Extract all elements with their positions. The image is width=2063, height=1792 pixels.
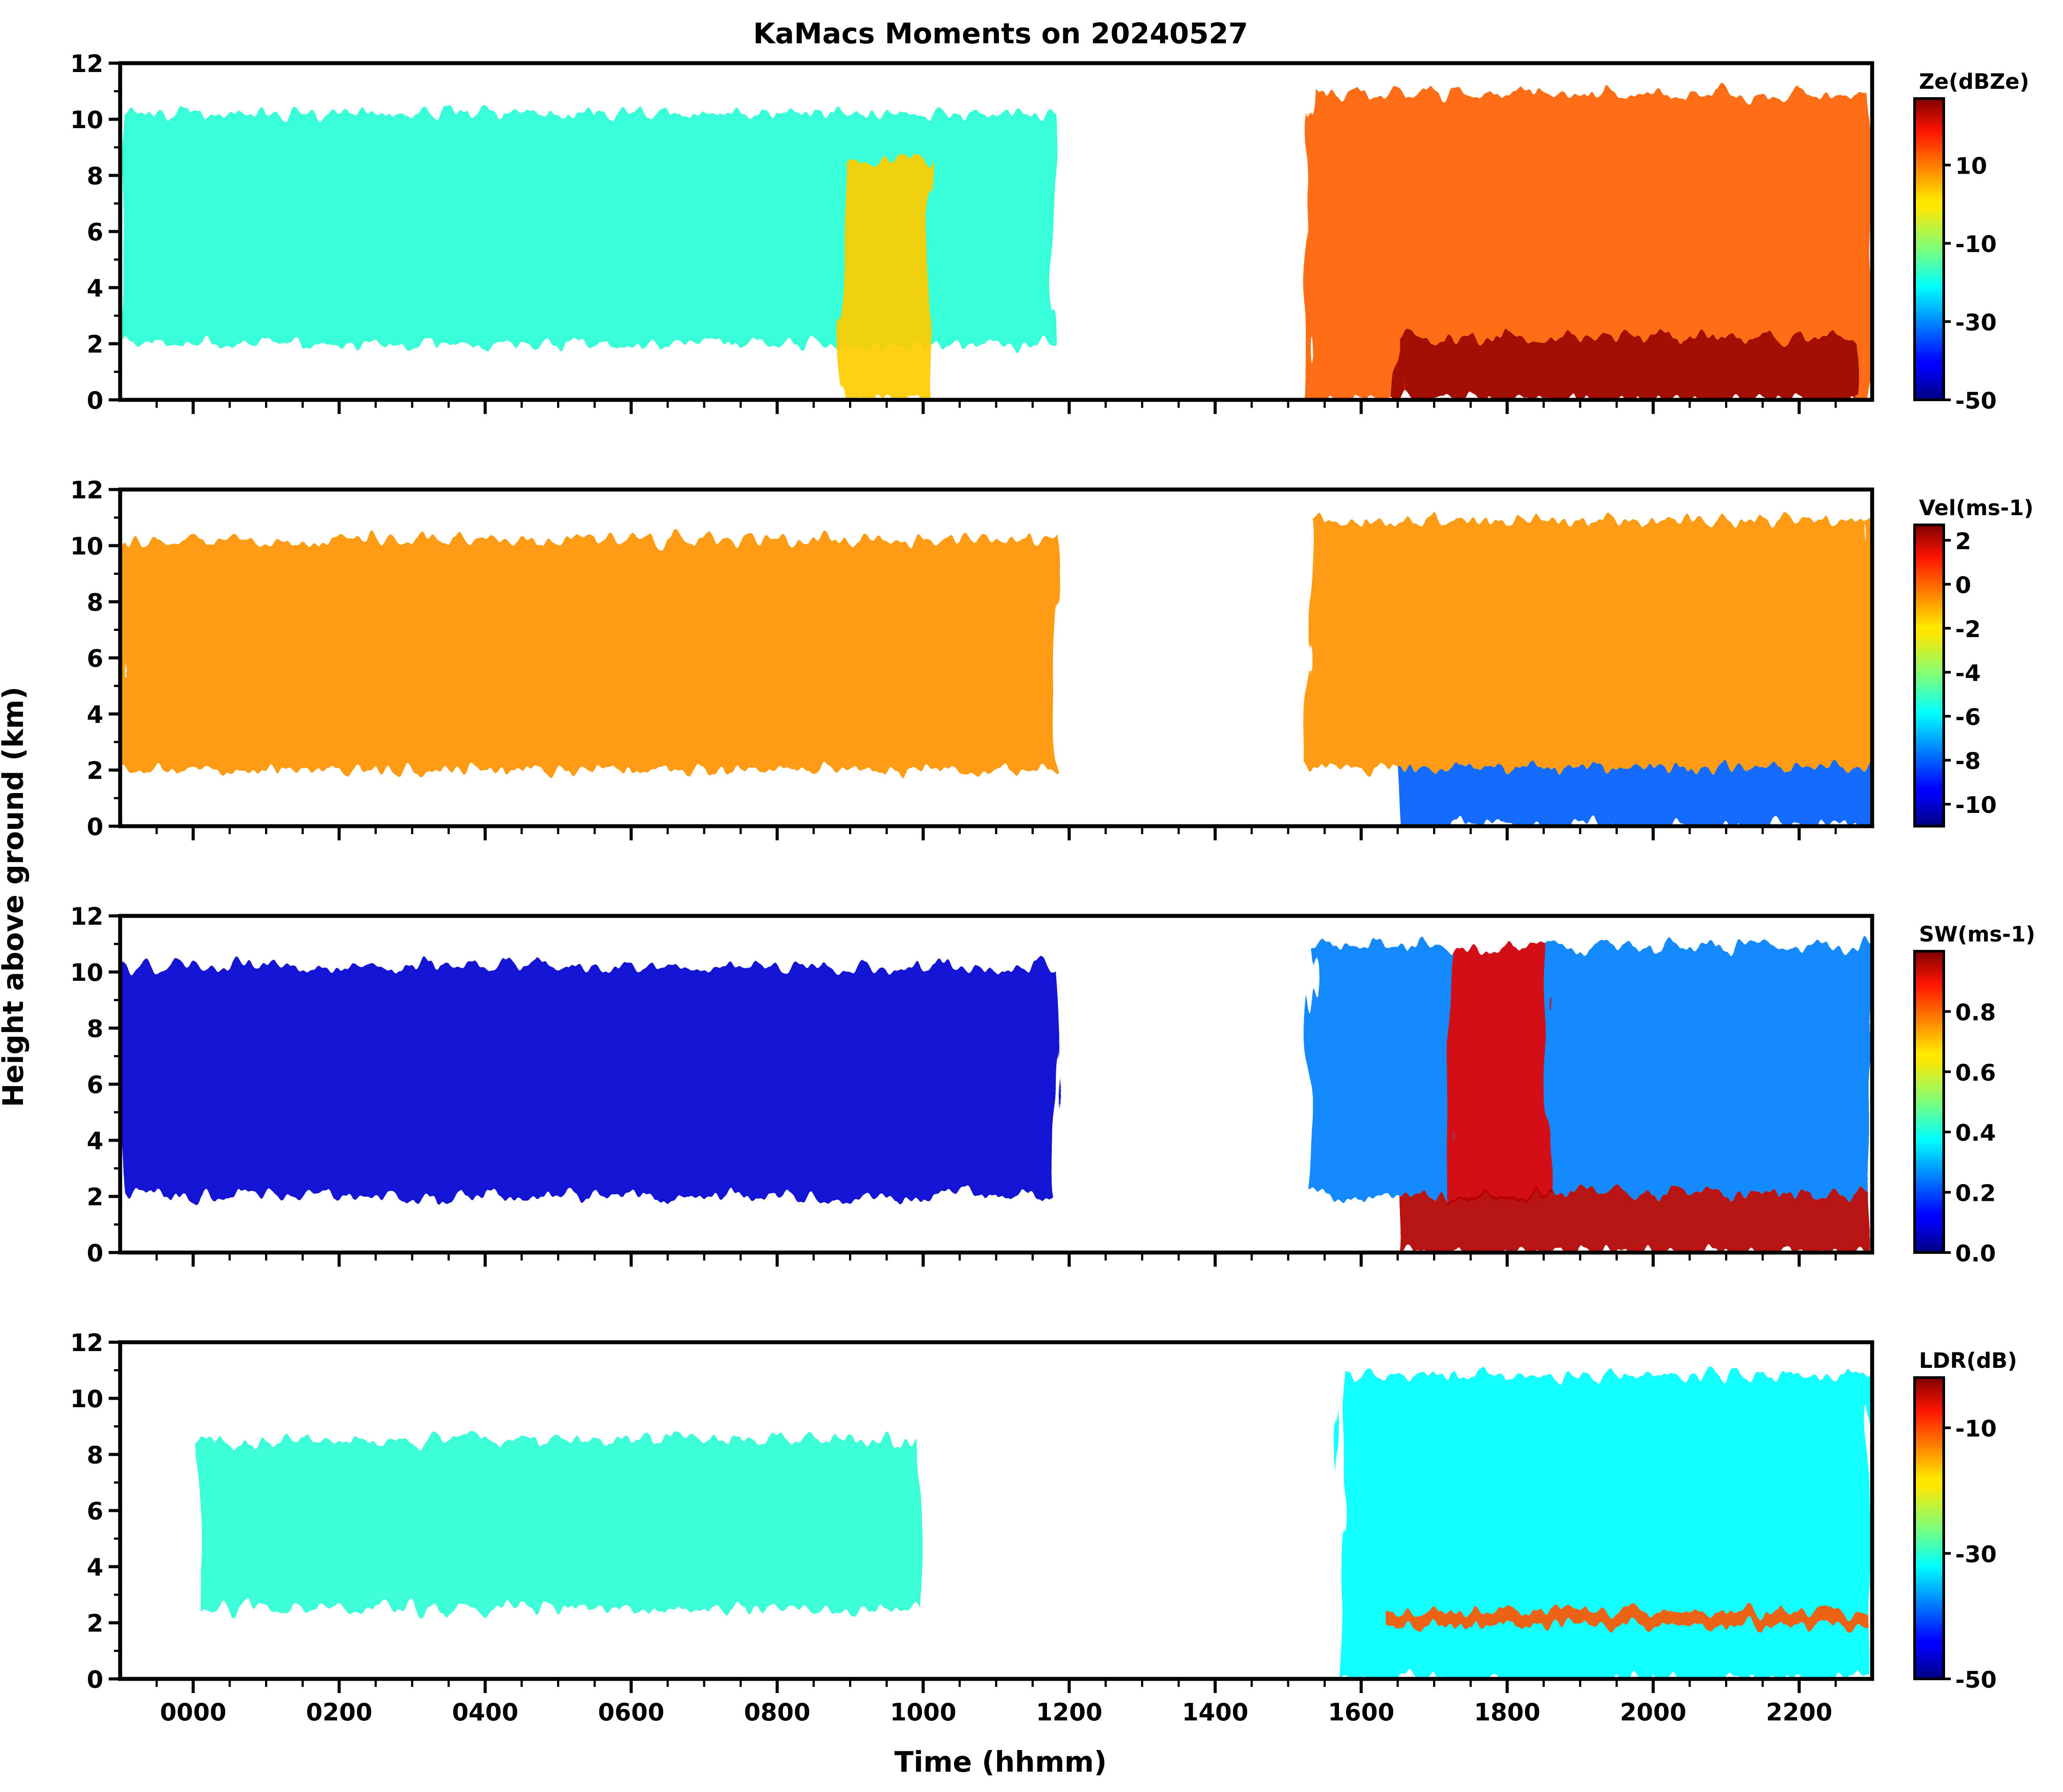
colorbar-tick-label-SW: 0.6: [1955, 1060, 1996, 1086]
colorbar-label-Vel: Vel(ms-1): [1919, 496, 2033, 520]
cloud-region-Vel-2: [1397, 767, 1872, 826]
ytick-label-LDR-10: 10: [70, 1385, 103, 1413]
panel-Ze-field: [120, 94, 1872, 400]
xtick-label-1400: 1400: [1182, 1698, 1248, 1726]
colorbar-tick-label-Vel: -4: [1955, 661, 1981, 687]
ytick-label-SW-6: 6: [87, 1071, 103, 1099]
ytick-label-Ze-12: 12: [70, 50, 103, 78]
ytick-label-SW-2: 2: [87, 1183, 103, 1211]
ytick-label-SW-8: 8: [87, 1015, 103, 1043]
ytick-label-Ze-8: 8: [87, 162, 103, 190]
colorbar-tick-label-LDR: -10: [1955, 1416, 1997, 1443]
colorbar-tick-label-Vel: -2: [1955, 616, 1981, 643]
cloud-region-Vel-0: [120, 540, 1055, 770]
y-axis-label: Height above ground (km): [0, 687, 30, 1107]
ytick-label-Vel-0: 0: [87, 813, 103, 841]
x-axis-label: Time (hhmm): [895, 1746, 1107, 1779]
cloud-region-SW-0: [120, 966, 1055, 1196]
xtick-label-0000: 0000: [160, 1698, 226, 1726]
colorbar-tick-label-LDR: -30: [1955, 1541, 1997, 1568]
colorbar-tick-label-Vel: -8: [1955, 748, 1981, 775]
colorbar-label-LDR: LDR(dB): [1919, 1348, 2017, 1373]
ytick-label-SW-12: 12: [70, 903, 103, 930]
ytick-label-LDR-0: 0: [87, 1666, 103, 1693]
ytick-label-LDR-2: 2: [87, 1610, 103, 1637]
colorbar-label-SW: SW(ms-1): [1919, 922, 2035, 947]
colorbar-tick-label-SW: 0.8: [1955, 999, 1996, 1026]
ytick-label-SW-0: 0: [87, 1239, 103, 1267]
colorbar-Vel: [1913, 524, 1945, 828]
ytick-label-Vel-10: 10: [70, 532, 103, 560]
colorbar-tick-label-Ze: 10: [1955, 153, 1987, 180]
xtick-label-0600: 0600: [598, 1698, 664, 1726]
colorbar-tick-label-Vel: -6: [1955, 704, 1981, 731]
colorbar-Ze: [1913, 97, 1945, 401]
panel-SW-field: [120, 946, 1872, 1253]
cloud-region-SW-2: [1449, 946, 1551, 1196]
colorbar-tick-label-Ze: -30: [1955, 310, 1997, 336]
ytick-label-Vel-2: 2: [87, 757, 103, 785]
colorbar-tick-label-SW: 0.4: [1955, 1120, 1996, 1147]
cloud-region-SW-3: [1397, 1193, 1872, 1253]
colorbar-tick-label-LDR: -50: [1955, 1667, 1997, 1693]
ytick-label-LDR-6: 6: [87, 1497, 103, 1525]
panel-LDR-field: [200, 1376, 1872, 1679]
colorbar-tick-label-SW: 0.0: [1955, 1241, 1996, 1267]
ytick-label-SW-10: 10: [70, 959, 103, 987]
xtick-label-1000: 1000: [890, 1698, 956, 1726]
xtick-label-2200: 2200: [1766, 1698, 1832, 1726]
ytick-label-Ze-2: 2: [87, 330, 103, 358]
ytick-label-Vel-4: 4: [87, 701, 103, 729]
xtick-label-0200: 0200: [306, 1698, 372, 1726]
xtick-label-0400: 0400: [452, 1698, 518, 1726]
colorbar-tick-label-SW: 0.2: [1955, 1181, 1996, 1207]
figure-title: KaMacs Moments on 20240527: [753, 18, 1248, 50]
ytick-label-Vel-6: 6: [87, 645, 103, 672]
ytick-label-Ze-0: 0: [87, 387, 103, 414]
cloud-region-LDR-0: [200, 1440, 923, 1609]
ytick-label-LDR-12: 12: [70, 1329, 103, 1357]
colorbar-SW: [1913, 950, 1945, 1254]
cloud-region-Vel-1: [1310, 520, 1872, 767]
ytick-label-Ze-10: 10: [70, 106, 103, 134]
ytick-label-SW-4: 4: [87, 1127, 103, 1155]
ytick-label-LDR-8: 8: [87, 1441, 103, 1469]
colorbar-tick-label-Vel: 0: [1955, 572, 1971, 599]
colorbar-tick-label-Ze: -10: [1955, 232, 1997, 258]
xtick-label-1600: 1600: [1328, 1698, 1394, 1726]
colorbar-tick-label-Vel: -10: [1955, 792, 1997, 819]
panel-Vel-field: [120, 520, 1872, 826]
ytick-label-LDR-4: 4: [87, 1553, 103, 1581]
ytick-label-Ze-6: 6: [87, 218, 103, 246]
panels: 0 2 4 6 8 10 12 -50 -30 -10 10 Ze(dBZe) 0 2 4 6 8 10 12 2 0 -…: [70, 50, 2035, 1726]
cloud-region-LDR-1: [1339, 1376, 1872, 1679]
cloud-region-LDR-2: [1383, 1611, 1872, 1626]
xtick-label-0800: 0800: [744, 1698, 810, 1726]
colorbar-label-Ze: Ze(dBZe): [1919, 69, 2029, 94]
xtick-label-1200: 1200: [1036, 1698, 1102, 1726]
ytick-label-Ze-4: 4: [87, 274, 103, 302]
cloud-region-SW-1: [1310, 946, 1872, 1194]
colorbar-tick-label-Vel: 2: [1955, 528, 1971, 555]
cloud-region-Ze-1: [842, 161, 931, 400]
colorbar-tick-label-Ze: -50: [1955, 388, 1997, 414]
ytick-label-Vel-8: 8: [87, 588, 103, 616]
cloud-region-Ze-3: [1397, 338, 1858, 400]
xtick-label-1800: 1800: [1474, 1698, 1540, 1726]
xtick-label-2000: 2000: [1620, 1698, 1686, 1726]
colorbar-LDR: [1913, 1376, 1945, 1680]
ytick-label-Vel-12: 12: [70, 476, 103, 504]
